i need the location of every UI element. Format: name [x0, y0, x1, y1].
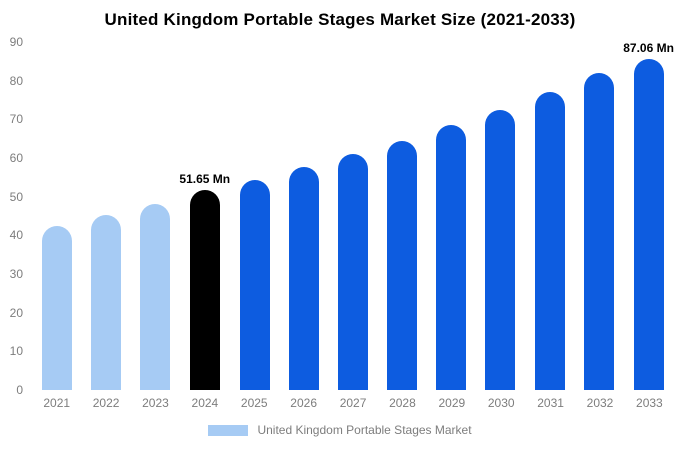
- bar-2023: [139, 203, 170, 390]
- y-tick-label: 20: [9, 305, 23, 320]
- y-tick-label: 60: [9, 151, 23, 165]
- chart-title: United Kingdom Portable Stages Market Si…: [104, 10, 576, 29]
- bar-cell: [81, 42, 130, 390]
- y-tick-label: 80: [9, 73, 23, 88]
- bar-2028: [387, 141, 418, 390]
- y-tick-label: 70: [9, 112, 23, 127]
- y-tick-label: 40: [9, 228, 23, 243]
- bar-2026: [288, 166, 319, 390]
- x-axis: 2021 2022 2023 2024 2025 2026 2027 2028 2029 2030…: [32, 396, 674, 410]
- bar-cell: 51.65 Mn: [179, 42, 230, 390]
- bar-2022: [90, 214, 121, 390]
- x-tick-label: 2028: [389, 396, 416, 410]
- bar-2027: [337, 154, 368, 390]
- plot-area: 51.65 Mn 87.06 Mn: [32, 42, 674, 390]
- bar-cell: [476, 42, 525, 390]
- x-tick-label: 2031: [537, 396, 564, 410]
- x-tick-label: 2024: [191, 396, 219, 410]
- x-tick-label: 2033: [636, 396, 663, 410]
- legend-label: United Kingdom Portable Stages Market: [257, 423, 472, 437]
- x-tick-label: 2022: [92, 396, 120, 410]
- bar-2030: [485, 110, 516, 390]
- bar-cell: [427, 42, 476, 390]
- bar-cell: [525, 42, 574, 390]
- bar-cell: [328, 42, 377, 390]
- bar-cell: [130, 42, 179, 390]
- x-tick-label: 2027: [339, 396, 367, 410]
- x-tick-label: 2021: [43, 396, 71, 410]
- x-tick-label: 2032: [586, 396, 614, 410]
- bar-2024: [189, 190, 220, 390]
- data-label: 87.06 Mn: [623, 41, 674, 55]
- bar-2025: [239, 180, 270, 390]
- bar-cell: [378, 42, 427, 390]
- y-tick-label: 10: [9, 344, 23, 359]
- bar-2032: [583, 73, 614, 390]
- x-tick-label: 2026: [290, 396, 317, 410]
- legend-swatch: [208, 424, 249, 436]
- x-tick-label: 2025: [240, 396, 268, 410]
- data-label: 51.65 Mn: [179, 172, 231, 187]
- y-tick-label: 90: [9, 35, 23, 49]
- bar-2029: [436, 125, 467, 390]
- y-axis: 0 10 20 30 40 50 60 70 80 90: [0, 36, 27, 396]
- y-tick-label: 50: [9, 189, 23, 204]
- bar-2031: [534, 92, 565, 390]
- bar-2033: [633, 59, 664, 390]
- y-tick-label: 0: [16, 383, 23, 397]
- x-tick-label: 2023: [142, 396, 169, 410]
- legend: United Kingdom Portable Stages Market: [0, 423, 680, 437]
- bar-cell: [230, 42, 279, 390]
- bar-cell: [279, 42, 328, 390]
- bar-cell: 87.06 Mn: [623, 42, 674, 390]
- bar-2021: [41, 225, 72, 390]
- y-tick-label: 30: [9, 267, 23, 281]
- x-tick-label: 2030: [487, 396, 515, 410]
- bar-cell: [574, 42, 623, 390]
- bars-row: 51.65 Mn 87.06 Mn: [32, 42, 674, 390]
- bar-cell: [32, 42, 81, 390]
- x-tick-label: 2029: [438, 396, 466, 410]
